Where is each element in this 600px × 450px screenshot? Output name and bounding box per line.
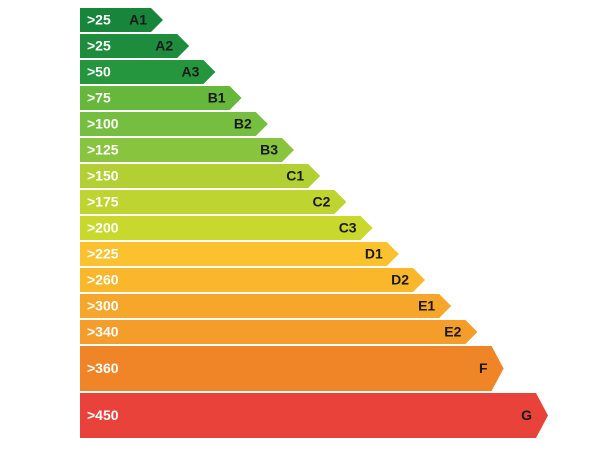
band-grade: B2 — [234, 116, 252, 132]
rating-band — [80, 60, 216, 84]
band-grade: C2 — [312, 194, 330, 210]
band-grade: E2 — [444, 324, 461, 340]
band-grade: A1 — [129, 12, 147, 28]
rating-band — [80, 242, 399, 266]
band-grade: A3 — [181, 64, 199, 80]
band-threshold: >100 — [87, 116, 119, 132]
band-threshold: >75 — [87, 90, 111, 106]
band-threshold: >50 — [87, 64, 111, 80]
rating-band — [80, 164, 321, 188]
rating-band — [80, 393, 548, 438]
rating-band — [80, 138, 294, 162]
band-threshold: >360 — [87, 360, 119, 376]
rating-band — [80, 86, 242, 110]
band-grade: D2 — [391, 272, 409, 288]
rating-band — [80, 112, 268, 136]
band-grade: E1 — [418, 298, 435, 314]
band-grade: C3 — [339, 220, 357, 236]
band-threshold: >300 — [87, 298, 119, 314]
rating-band — [80, 216, 373, 240]
rating-band — [80, 190, 347, 214]
band-threshold: >225 — [87, 246, 119, 262]
band-grade: B1 — [208, 90, 226, 106]
rating-band — [80, 346, 504, 391]
band-threshold: >340 — [87, 324, 119, 340]
band-threshold: >200 — [87, 220, 119, 236]
band-threshold: >125 — [87, 142, 119, 158]
band-grade: A2 — [155, 38, 173, 54]
rating-band — [80, 320, 478, 344]
band-threshold: >25 — [87, 38, 111, 54]
band-grade: G — [521, 407, 532, 423]
band-threshold: >450 — [87, 407, 119, 423]
rating-band — [80, 294, 452, 318]
rating-band — [80, 8, 163, 32]
band-grade: F — [479, 360, 488, 376]
band-grade: B3 — [260, 142, 278, 158]
band-threshold: >175 — [87, 194, 119, 210]
band-threshold: >25 — [87, 12, 111, 28]
band-grade: D1 — [365, 246, 383, 262]
rating-band — [80, 268, 425, 292]
band-threshold: >260 — [87, 272, 119, 288]
band-threshold: >150 — [87, 168, 119, 184]
rating-band — [80, 34, 190, 58]
band-grade: C1 — [286, 168, 304, 184]
